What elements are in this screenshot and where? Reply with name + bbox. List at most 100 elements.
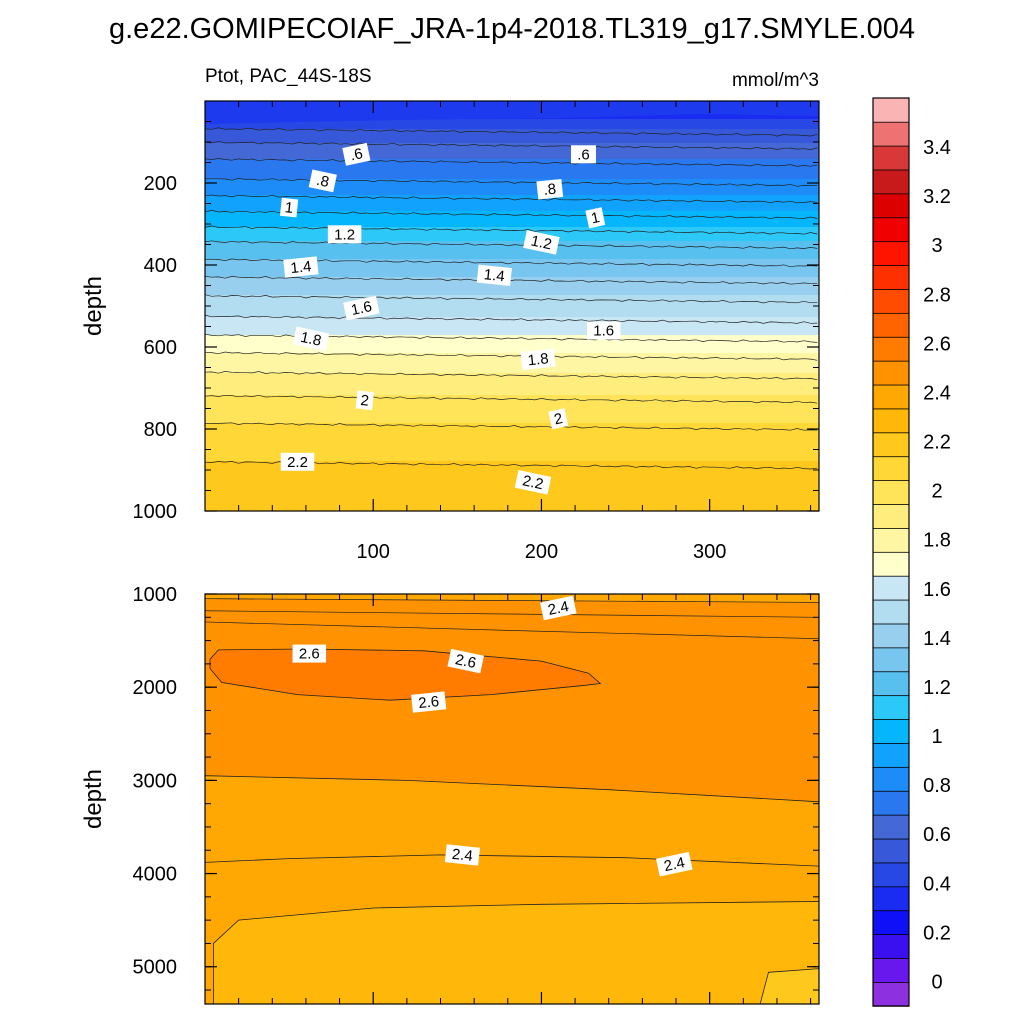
contour-label-box bbox=[308, 169, 337, 193]
upper-field-band bbox=[205, 373, 819, 376]
colorbar-tick-label: 0.2 bbox=[923, 922, 951, 944]
colorbar-tick-label: 2 bbox=[931, 481, 942, 503]
upper-field-band bbox=[205, 291, 819, 294]
upper-field-band bbox=[205, 497, 819, 500]
upper-field-band bbox=[205, 371, 819, 374]
colorbar-swatch bbox=[872, 479, 910, 505]
upper-field-band bbox=[205, 163, 819, 166]
colorbar-tick-label: 1.4 bbox=[923, 628, 951, 650]
upper-field-band bbox=[205, 249, 819, 252]
upper-field-band bbox=[205, 487, 819, 490]
upper-field-band bbox=[205, 247, 819, 250]
upper-field-band bbox=[205, 125, 819, 128]
contour-label-text: 2.6 bbox=[299, 646, 320, 663]
colorbar-swatch bbox=[872, 981, 910, 1007]
colorbar-swatch bbox=[872, 384, 910, 410]
upper-field-band bbox=[205, 459, 819, 462]
colorbar-swatch bbox=[872, 527, 910, 553]
y-tick-label: 600 bbox=[144, 337, 177, 359]
upper-field-band bbox=[205, 161, 819, 164]
colorbar-swatch bbox=[872, 814, 910, 840]
upper-field-band bbox=[205, 135, 819, 138]
upper-field-band bbox=[205, 335, 819, 338]
contour-label: 2 bbox=[355, 390, 374, 411]
upper-field-band bbox=[205, 123, 819, 126]
upper-field-band bbox=[205, 281, 819, 284]
upper-field-band bbox=[205, 437, 819, 440]
upper-field-band bbox=[205, 407, 819, 410]
upper-field-band bbox=[205, 255, 819, 258]
contour-label: 1.6 bbox=[343, 295, 380, 321]
contour-label-text: 1.4 bbox=[290, 258, 313, 277]
upper-field-band bbox=[205, 219, 819, 222]
upper-field-band bbox=[205, 215, 819, 218]
upper-field-band bbox=[205, 465, 819, 468]
colorbar-tick-label: 1.8 bbox=[923, 530, 951, 552]
colorbar-swatch bbox=[872, 169, 910, 195]
upper-field-band bbox=[205, 235, 819, 238]
upper-field-band bbox=[205, 263, 819, 266]
upper-field-band bbox=[205, 301, 819, 304]
upper-field-band bbox=[205, 133, 819, 136]
upper-field-band bbox=[205, 149, 819, 152]
upper-field-band bbox=[205, 429, 819, 432]
upper-contour-line bbox=[205, 371, 818, 381]
upper-field-band bbox=[205, 185, 819, 188]
upper-field-band bbox=[205, 189, 819, 192]
upper-contour-line bbox=[205, 140, 818, 150]
y-tick-label: 1000 bbox=[133, 584, 178, 606]
upper-field-band bbox=[205, 217, 819, 220]
contour-label-text: 2 bbox=[553, 410, 565, 428]
upper-contour-line bbox=[205, 422, 818, 431]
upper-field-band bbox=[205, 499, 819, 502]
colorbar-tick-label: 1.2 bbox=[923, 677, 951, 699]
x-tick-label: 300 bbox=[693, 541, 726, 563]
upper-field-band bbox=[205, 155, 819, 158]
upper-field-band bbox=[205, 395, 819, 398]
upper-field-band bbox=[205, 167, 819, 170]
upper-field-band bbox=[205, 127, 819, 130]
colorbar-swatch bbox=[872, 503, 910, 529]
colorbar-swatch bbox=[872, 408, 910, 434]
colorbar-tick-label: 0 bbox=[931, 971, 942, 993]
upper-field-band bbox=[205, 175, 819, 178]
contour-label-box bbox=[355, 390, 374, 411]
upper-field-band bbox=[205, 457, 819, 460]
upper-field-band bbox=[205, 449, 819, 452]
upper-field-band bbox=[205, 119, 819, 122]
upper-field-band bbox=[205, 367, 819, 370]
upper-field-band bbox=[205, 153, 819, 156]
upper-field-band bbox=[205, 341, 819, 344]
colorbar-swatch bbox=[872, 766, 910, 792]
upper-field-band bbox=[205, 241, 819, 244]
upper-field-band bbox=[205, 257, 819, 260]
units-label: mmol/m^3 bbox=[732, 70, 819, 91]
upper-field-band bbox=[205, 283, 819, 286]
upper-field-band bbox=[205, 473, 819, 476]
contour-label: 2.4 bbox=[540, 595, 577, 621]
upper-field-band bbox=[205, 199, 819, 202]
y-tick-label: 200 bbox=[144, 173, 177, 195]
upper-field-band bbox=[205, 159, 819, 162]
lower-band-2.4 bbox=[205, 594, 819, 603]
upper-field-band bbox=[205, 265, 819, 268]
contour-label-text: 1 bbox=[590, 209, 602, 227]
upper-field-band bbox=[205, 355, 819, 358]
upper-field-band bbox=[205, 261, 819, 264]
upper-field-band bbox=[205, 203, 819, 206]
upper-field-band bbox=[205, 277, 819, 280]
upper-field-band bbox=[205, 303, 819, 306]
upper-field-band bbox=[205, 177, 819, 180]
upper-field-band bbox=[205, 121, 819, 124]
colorbar-swatch bbox=[872, 599, 910, 625]
colorbar-swatch bbox=[872, 288, 910, 314]
upper-field-band bbox=[205, 187, 819, 190]
upper-field-band bbox=[205, 333, 819, 336]
contour-label-box bbox=[343, 295, 380, 321]
upper-field-band bbox=[205, 483, 819, 486]
contour-label: 2.2 bbox=[280, 452, 315, 471]
contour-label-box bbox=[283, 256, 319, 278]
upper-field-band bbox=[205, 237, 819, 240]
contour-label-box bbox=[280, 452, 315, 471]
upper-field-band bbox=[205, 299, 819, 302]
